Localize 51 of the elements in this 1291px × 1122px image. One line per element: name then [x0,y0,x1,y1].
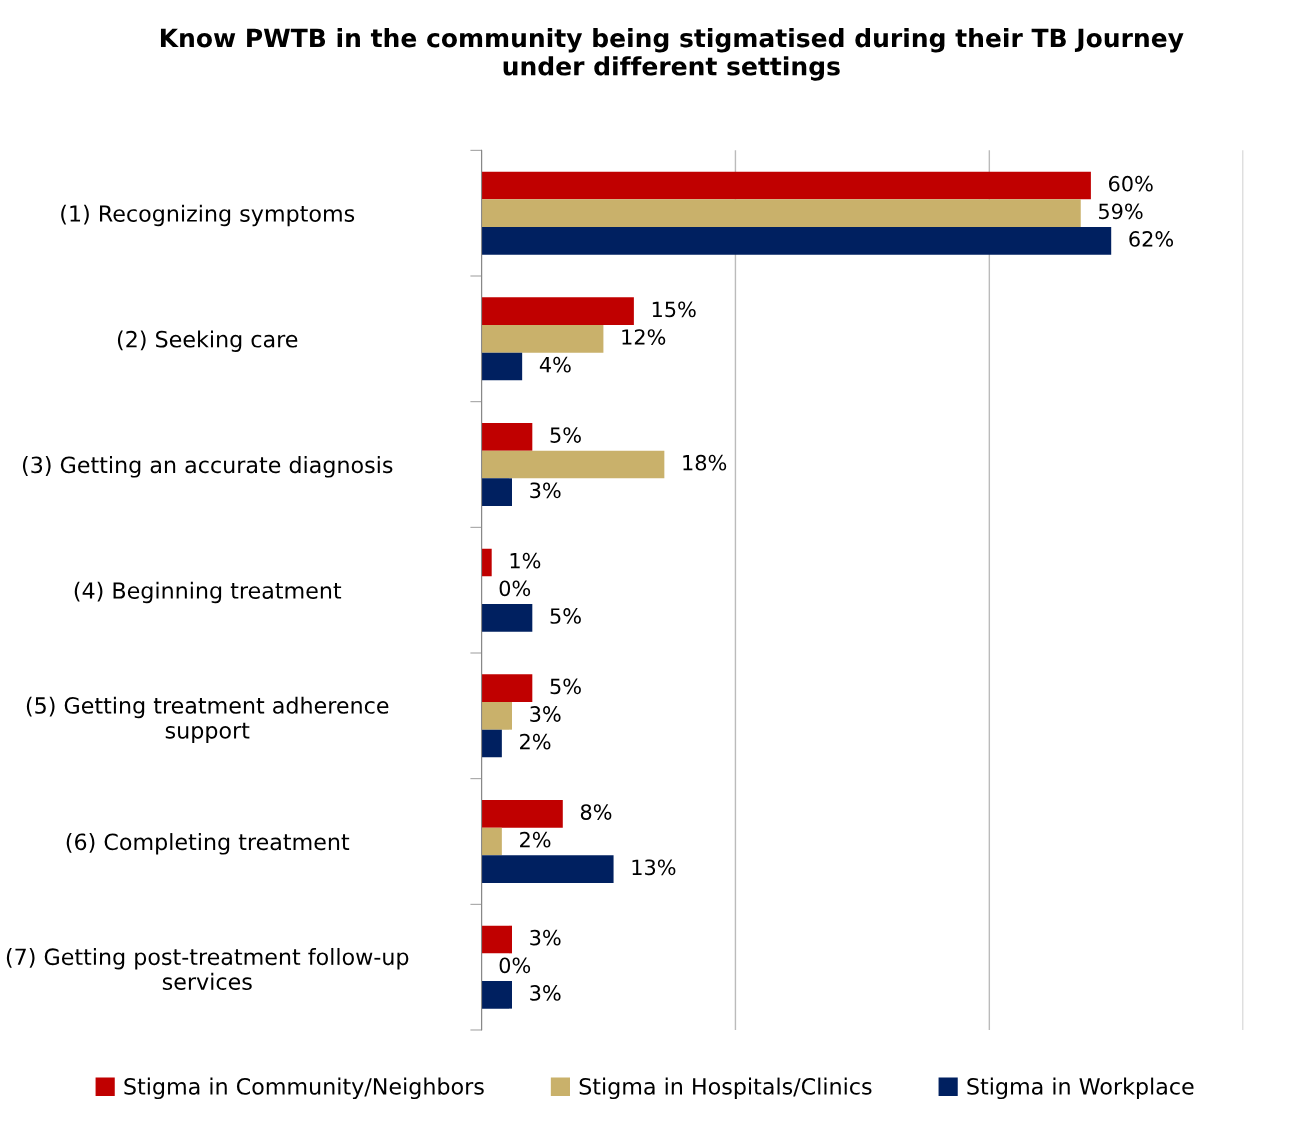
data-label: 3% [530,482,561,499]
data-label: 0% [499,957,531,974]
bar [481,423,533,451]
bar [481,925,513,954]
bar [481,478,513,506]
data-label: 2% [520,831,551,848]
y-tick-label: (5) Getting treatment adherence support [26,696,389,744]
legend-label: Stigma in Workplace [967,1077,1194,1100]
bar [481,548,492,577]
y-tick-label: (6) Completing treatment [66,833,350,855]
bar [481,674,533,703]
data-label: 13% [632,859,676,876]
data-label: 2% [520,733,551,750]
bar [481,450,665,479]
bar [481,702,513,730]
data-label: 15% [652,301,696,318]
bar [481,325,604,353]
data-label: 1% [510,552,541,569]
data-label: 5% [550,427,581,443]
bar [481,827,502,856]
y-tick-label: (4) Beginning treatment [74,581,342,604]
data-label: 18% [683,454,727,471]
bar [481,980,513,1009]
bar [481,199,1081,227]
data-label: 59% [1099,203,1143,220]
bar [481,800,563,828]
data-label: 3% [530,985,561,1001]
data-label: 60% [1109,175,1153,192]
legend-label: Stigma in Hospitals/Clinics [579,1077,872,1100]
y-tick-label: (7) Getting post-treatment follow-up services [6,947,409,991]
y-tick-label: (2) Seeking care [117,330,298,352]
bar [481,352,523,381]
data-label: 0% [499,580,531,597]
bar [481,855,614,883]
data-label: 4% [539,356,571,373]
bar [481,729,502,758]
y-tick-label: (3) Getting an accurate diagnosis [22,456,393,478]
data-label: 12% [622,329,666,345]
data-label: 8% [580,804,612,820]
legend-label: Stigma in Community/Neighbors [124,1077,484,1100]
chart-title: Know PWTB in the community being stigmatised during their TB Journey under different settings [160,28,1184,81]
data-label: 3% [530,929,561,946]
data-label: 62% [1129,231,1174,247]
data-label: 5% [550,678,581,695]
bar [481,604,533,632]
data-label: 3% [530,706,561,722]
bar [481,171,1091,200]
y-tick-label: (1) Recognizing symptoms [61,204,355,227]
data-label: 5% [550,608,581,624]
bar [481,227,1112,255]
bar [481,297,634,326]
